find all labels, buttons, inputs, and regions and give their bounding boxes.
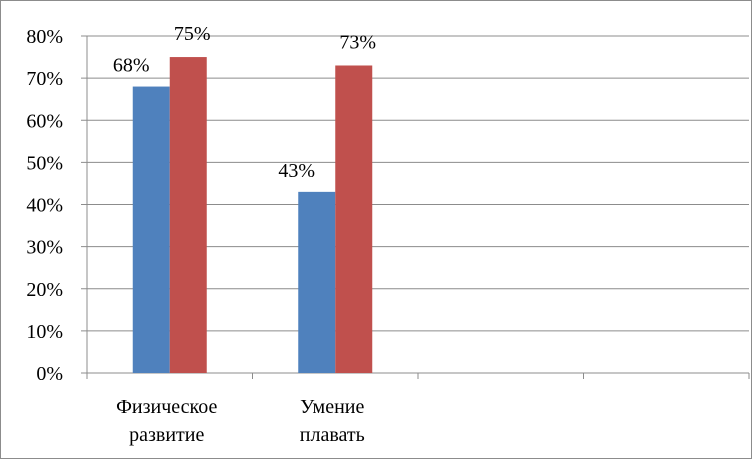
bar [335, 65, 373, 374]
data-label: 75% [174, 23, 211, 45]
bar [298, 191, 336, 373]
y-tick-label: 50% [26, 152, 63, 174]
y-tick-label: 20% [26, 279, 63, 301]
data-label: 73% [339, 31, 376, 53]
y-tick-label: 30% [26, 237, 63, 259]
data-label: 68% [113, 55, 150, 77]
x-category-label: Физическое [116, 396, 217, 418]
y-tick-label: 80% [26, 26, 63, 48]
bar [132, 86, 170, 374]
y-tick-label: 60% [26, 110, 63, 132]
data-label: 43% [278, 160, 315, 182]
x-category-label: плавать [300, 424, 365, 446]
y-tick-label: 40% [26, 195, 63, 217]
bar [169, 57, 207, 373]
x-category-label: развитие [129, 424, 204, 446]
y-tick-label: 10% [26, 321, 63, 343]
x-category-label: Умение [300, 396, 364, 418]
y-tick-label: 0% [36, 363, 63, 385]
y-tick-label: 70% [26, 68, 63, 90]
